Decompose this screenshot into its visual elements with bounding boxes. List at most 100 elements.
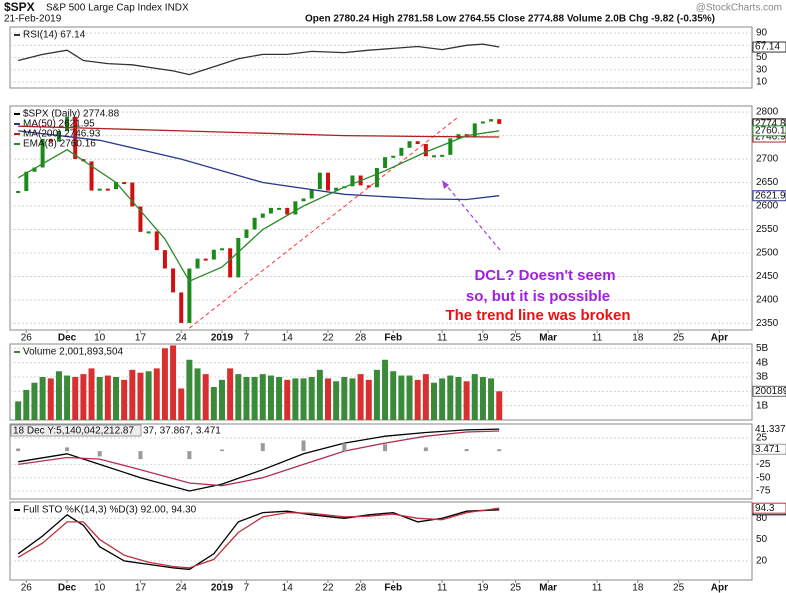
volume-bar: [129, 369, 136, 420]
price-bar: [350, 175, 355, 187]
price-bar: [130, 182, 135, 207]
legend-label: Volume 2,001,893,504: [23, 347, 124, 358]
volume-bar: [398, 375, 405, 420]
x-tick-label: 24: [176, 583, 188, 593]
volume-bar: [292, 378, 299, 420]
price-bar: [138, 206, 143, 232]
x-tick-label: 22: [322, 583, 334, 593]
volume-bar: [55, 371, 62, 420]
series-line: [17, 130, 500, 283]
y-tick-label: 10: [756, 77, 768, 88]
x-tick-label: 14: [282, 333, 294, 344]
price-bar: [211, 249, 216, 260]
volume-bar: [96, 376, 103, 420]
volume-bar: [202, 374, 209, 420]
value-tag-label: 2746.93: [755, 132, 786, 143]
volume-bar: [414, 379, 421, 420]
legend-label: Full STO %K(14,3) %D(3) 92.00, 94.30: [23, 505, 197, 516]
x-tick-label: 25: [673, 333, 685, 344]
x-tick-label: 25: [673, 583, 685, 593]
value-tag: [752, 385, 786, 397]
annotation: DCL? Doesn't seem: [474, 267, 615, 284]
series-line: [18, 428, 500, 492]
price-bar: [220, 248, 224, 251]
volume-bar: [145, 371, 152, 420]
value-tag: [752, 190, 786, 202]
histogram-bar: [65, 447, 70, 452]
y-tick-label: 2600: [756, 201, 779, 212]
price-bar: [40, 138, 45, 168]
series-line: [18, 130, 500, 201]
volume-bar: [178, 388, 185, 420]
x-tick-label: Dec: [58, 333, 77, 344]
volume-bar: [121, 379, 128, 420]
histogram-bar: [342, 443, 347, 452]
volume-bar: [422, 374, 429, 420]
price-bar: [448, 138, 453, 155]
volume-bar: [15, 401, 22, 420]
price-bar: [309, 189, 314, 199]
x-tick-label: 2019: [211, 333, 234, 344]
price-bar: [195, 258, 200, 269]
volume-bar: [349, 378, 356, 420]
value-tag-label: 41.337: [755, 424, 786, 435]
volume-bar: [325, 378, 331, 420]
volume-bar: [471, 374, 478, 420]
legend-label: MA(200) 2746.93: [23, 129, 101, 140]
price-bar: [252, 217, 257, 230]
macd-caption: 37, 37.867, 3.471: [143, 426, 221, 437]
price-bar: [480, 121, 485, 124]
value-tag-label: 2621.95: [755, 190, 786, 201]
price-bar: [203, 258, 208, 261]
price-bar: [228, 248, 233, 278]
volume-bar: [259, 374, 266, 420]
value-tag-label: 2774.88: [755, 119, 786, 130]
price-bar: [146, 231, 151, 234]
y-tick-label: -25: [756, 459, 771, 470]
price-bar: [268, 207, 273, 214]
price-bar: [154, 231, 159, 251]
x-tick-label: 18: [632, 583, 644, 593]
price-bar: [407, 141, 412, 148]
histogram-bar: [187, 451, 192, 460]
x-tick-label: Feb: [384, 583, 402, 593]
volume-bar: [227, 368, 234, 420]
value-tag: [752, 41, 786, 53]
x-tick-label: Apr: [711, 583, 728, 593]
x-tick-label: 10: [94, 583, 106, 593]
volume-bar: [251, 376, 258, 420]
x-tick-label: 11: [592, 333, 603, 344]
panel-frame: [9, 105, 753, 331]
price-bar: [317, 172, 322, 190]
price-bar: [114, 182, 118, 190]
x-tick-label: 11: [437, 333, 448, 344]
annotation: The trend line was broken: [445, 307, 630, 324]
y-tick-label: 3B: [756, 372, 769, 383]
price-bar: [16, 190, 21, 193]
price-bar: [244, 229, 249, 238]
series-line: [18, 430, 500, 487]
x-tick-label: Apr: [711, 333, 728, 344]
price-bar: [399, 147, 404, 156]
x-tick-label: 24: [176, 333, 188, 344]
y-tick-label: 2350: [756, 318, 779, 329]
x-tick-label: 26: [21, 583, 33, 593]
price-bar: [489, 119, 494, 122]
annotation-arrow: [441, 179, 501, 251]
x-tick-label: Dec: [58, 583, 77, 593]
volume-bar: [284, 379, 291, 420]
price-bar: [432, 155, 436, 158]
price-bar: [366, 185, 371, 188]
value-tag: [752, 502, 786, 514]
histogram-bar: [16, 448, 21, 452]
x-tick-label: 26: [21, 333, 33, 344]
volume-bar: [447, 375, 454, 420]
legend-label: $SPX (Daily) 2774.88: [23, 109, 120, 120]
volume-bar: [31, 382, 38, 420]
volume-bar: [88, 368, 95, 420]
x-tick-label: 19: [477, 583, 489, 593]
price-bar: [277, 207, 282, 210]
price-bar: [97, 188, 102, 191]
volume-bar: [219, 379, 225, 420]
y-tick-label: 50: [756, 52, 768, 63]
